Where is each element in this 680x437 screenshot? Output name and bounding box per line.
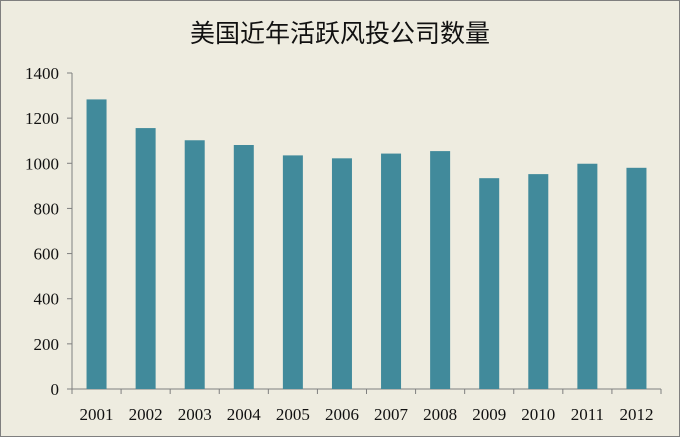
bar-2009: [479, 178, 500, 389]
bar-2008: [430, 151, 451, 389]
y-tick-label: 0: [51, 380, 60, 399]
x-tick-label: 2008: [423, 405, 457, 424]
x-tick-label: 2012: [619, 405, 653, 424]
y-tick-label: 800: [34, 199, 60, 218]
x-tick-label: 2011: [571, 405, 604, 424]
x-tick-label: 2002: [129, 405, 163, 424]
y-tick-label: 600: [34, 245, 60, 264]
bar-2012: [626, 167, 647, 389]
y-tick-label: 200: [34, 335, 60, 354]
bar-2004: [233, 145, 254, 389]
x-tick-label: 2003: [178, 405, 212, 424]
x-tick-label: 2005: [276, 405, 310, 424]
bar-2010: [528, 174, 549, 389]
y-tick-label: 1400: [25, 64, 59, 83]
x-tick-label: 2004: [227, 405, 262, 424]
bar-2006: [331, 158, 352, 389]
bar-2001: [86, 99, 107, 389]
x-tick-label: 2010: [521, 405, 555, 424]
x-tick-label: 2001: [80, 405, 114, 424]
bar-2002: [135, 128, 156, 389]
x-tick-label: 2009: [472, 405, 506, 424]
bar-2003: [184, 140, 205, 389]
bar-2005: [282, 155, 303, 389]
bar-2011: [577, 163, 598, 389]
y-tick-label: 1000: [25, 154, 59, 173]
chart-title: 美国近年活跃风投公司数量: [189, 19, 490, 48]
y-tick-label: 400: [34, 290, 60, 309]
bar-2007: [381, 153, 402, 389]
x-tick-label: 2006: [325, 405, 359, 424]
y-tick-label: 1200: [25, 109, 59, 128]
x-tick-label: 2007: [374, 405, 409, 424]
